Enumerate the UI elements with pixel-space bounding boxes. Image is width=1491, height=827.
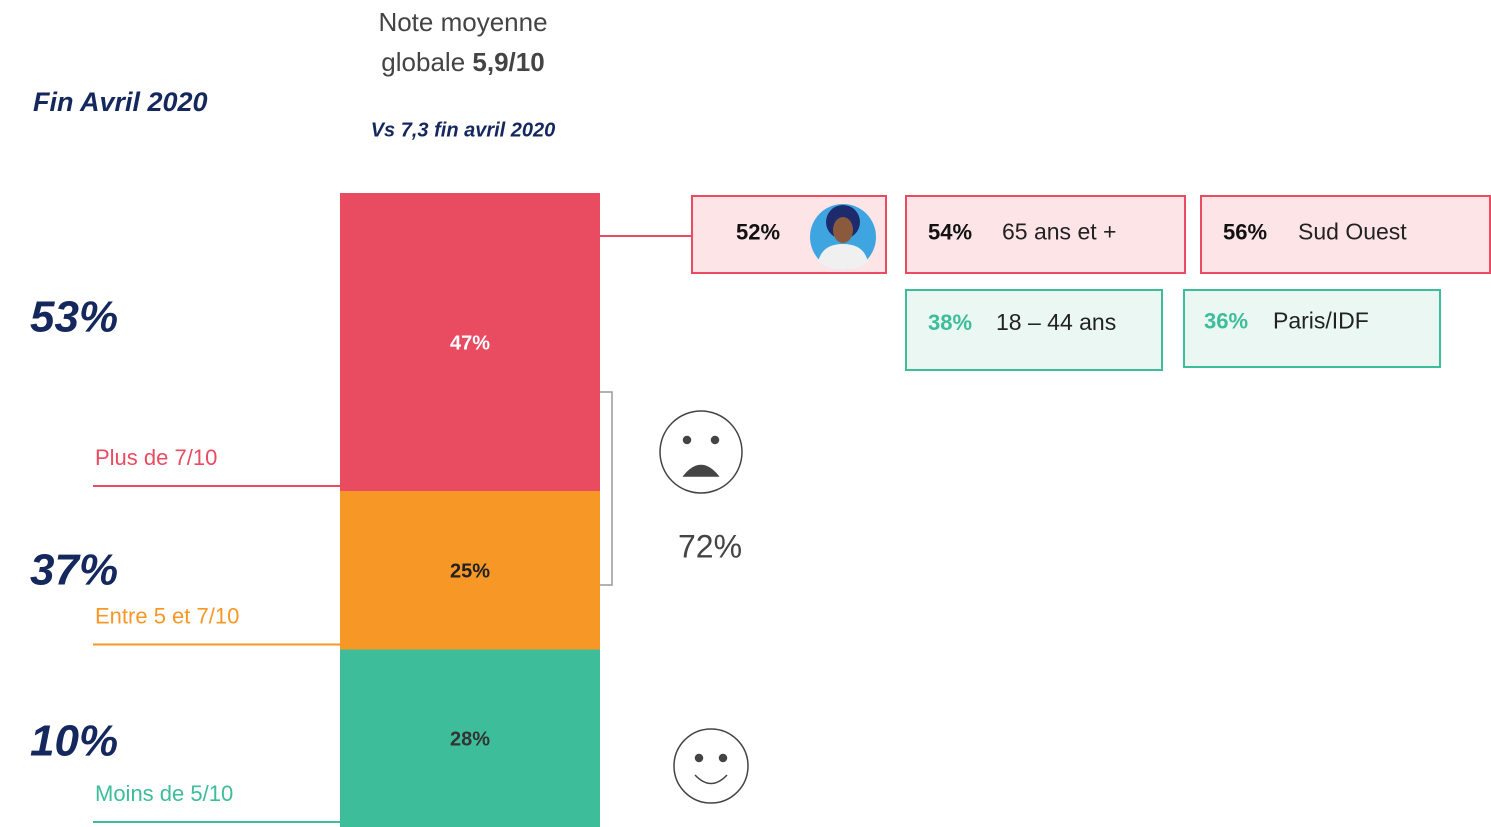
subtitle: Vs 7,3 fin avril 2020 [371,119,556,141]
title-line: globale [381,47,465,77]
callout-value: 56% [1223,219,1267,244]
bar-segment [340,649,600,827]
callout-value: 52% [736,219,780,244]
avatar-face [833,217,853,243]
value-label: 28% [450,729,490,751]
chart-layer: 28% Moins de 5/10 10% 25% Entre 5 et 7/10 37%… [30,193,1491,827]
previous-value: 10% [30,717,118,766]
callout-value: 54% [928,219,972,244]
title-line: globale 5,9/10 [381,47,544,77]
avatar [810,204,876,270]
callout-value: 38% [928,310,972,335]
sad-face [659,410,743,494]
legend-label: Plus de 7/10 [95,445,217,470]
callout-text: 65 ans et + [1002,219,1116,245]
previous-value: 37% [30,546,118,595]
callout-value: 36% [1204,308,1248,333]
avatar-body [818,244,868,270]
happy-face [673,728,749,804]
bar-segment [340,193,600,491]
callout-text: Paris/IDF [1273,308,1369,334]
bracket [600,391,613,586]
callout-text: 18 – 44 ans [996,309,1116,335]
period: Fin Avril 2020 [33,87,208,117]
title-line: Note moyenne [378,7,547,37]
previous-value: 53% [30,293,118,342]
bracket-label: 72% [678,528,742,564]
value-label: 25% [450,561,490,583]
legend-label: Entre 5 et 7/10 [95,603,239,628]
legend-label: Moins de 5/10 [95,781,233,806]
value-label: 47% [450,332,490,354]
callout-box [1183,289,1441,368]
title-score: 5,9/10 [472,47,544,77]
callout-box [1200,195,1491,274]
callout-box [905,289,1163,371]
bar-segment [340,490,600,650]
callout-box [905,195,1186,274]
callout-text: Sud Ouest [1298,219,1407,245]
